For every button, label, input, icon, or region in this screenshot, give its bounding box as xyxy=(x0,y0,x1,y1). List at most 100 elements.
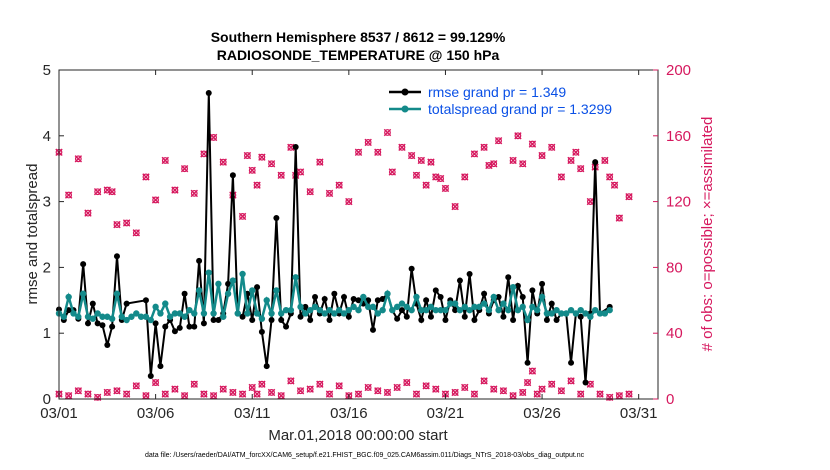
spread-point xyxy=(142,313,150,320)
spread-point xyxy=(84,313,92,320)
obs-count-point xyxy=(253,181,261,189)
rmse-point xyxy=(529,287,536,294)
spread-point xyxy=(360,293,367,301)
spread-point xyxy=(471,303,478,311)
obs-o-marker xyxy=(152,196,160,204)
spread-point xyxy=(553,306,560,314)
obs-o-marker xyxy=(277,171,285,179)
obs-count-point xyxy=(248,166,256,175)
obs-count-point xyxy=(113,220,121,229)
y-tick-left-label: 5 xyxy=(43,62,51,79)
spread-point xyxy=(558,310,565,317)
obs-count-point xyxy=(325,189,334,198)
rmse-point xyxy=(152,320,159,327)
spread-point xyxy=(157,310,164,317)
rmse-point xyxy=(423,297,430,304)
obs-o-marker xyxy=(65,191,73,199)
obs-count-point-low xyxy=(248,383,256,392)
spread-point xyxy=(398,300,406,307)
obs-o-marker xyxy=(606,173,614,181)
obs-count-point xyxy=(161,156,169,165)
spread-point xyxy=(316,306,324,314)
rmse-point xyxy=(452,307,459,314)
obs-o-marker xyxy=(529,367,536,375)
rmse-point xyxy=(321,295,328,302)
obs-count-point xyxy=(601,156,609,165)
obs-o-marker xyxy=(500,387,507,395)
spread-point xyxy=(253,310,261,317)
spread-point xyxy=(137,313,145,320)
spread-point xyxy=(384,290,391,297)
spread-point xyxy=(567,306,575,314)
obs-count-point xyxy=(528,140,537,148)
rmse-point xyxy=(539,280,546,287)
obs-o-marker xyxy=(625,193,633,201)
obs-count-point xyxy=(567,156,575,165)
obs-o-marker xyxy=(567,377,575,385)
y-tick-right-label: 80 xyxy=(666,259,683,276)
obs-o-marker xyxy=(190,380,198,388)
spread-point xyxy=(278,310,285,317)
spread-point xyxy=(447,300,454,307)
obs-count-point xyxy=(258,153,266,161)
plot-area xyxy=(55,90,633,402)
obs-o-marker xyxy=(557,387,565,395)
spread-point xyxy=(123,316,130,324)
y-tick-left-label: 4 xyxy=(43,128,51,145)
rmse-point xyxy=(350,295,357,302)
spread-point xyxy=(147,316,154,324)
obs-o-marker xyxy=(132,229,140,237)
obs-o-marker xyxy=(364,384,372,391)
obs-o-marker xyxy=(200,390,208,398)
obs-o-marker xyxy=(480,143,488,151)
spread-point xyxy=(529,303,536,311)
spread-point xyxy=(220,313,227,320)
obs-count-point xyxy=(519,160,527,168)
obs-count-point-low xyxy=(306,385,314,393)
spread-point xyxy=(306,306,314,314)
obs-o-marker xyxy=(422,181,430,189)
rmse-point xyxy=(104,342,111,349)
rmse-point xyxy=(123,300,130,307)
obs-o-marker xyxy=(306,385,314,393)
spread-point xyxy=(476,303,483,311)
obs-count-point-low xyxy=(528,367,537,375)
obs-count-point-low xyxy=(625,390,633,398)
rmse-point xyxy=(437,294,444,301)
obs-count-point xyxy=(364,138,372,147)
obs-count-point-low xyxy=(64,392,73,400)
obs-count-point xyxy=(427,158,435,166)
spread-point xyxy=(606,306,613,314)
spread-point xyxy=(577,306,584,314)
obs-o-marker xyxy=(306,188,314,196)
axes-box xyxy=(58,69,659,400)
obs-o-marker xyxy=(103,389,111,396)
obs-count-point xyxy=(461,173,469,181)
obs-o-marker xyxy=(514,132,522,140)
spread-point xyxy=(451,300,459,307)
y-tick-right-label: 0 xyxy=(666,391,674,408)
rmse-point xyxy=(427,313,434,320)
obs-count-point xyxy=(267,160,276,168)
obs-count-point-low xyxy=(523,378,532,387)
obs-o-marker xyxy=(132,382,140,390)
rmse-point xyxy=(582,379,589,386)
obs-o-marker xyxy=(533,390,541,398)
obs-count-point-low xyxy=(219,385,227,393)
obs-o-marker xyxy=(345,198,353,206)
rmse-point xyxy=(249,317,256,324)
spread-point xyxy=(311,303,319,311)
obs-o-marker xyxy=(557,173,565,181)
rmse-point xyxy=(307,317,314,324)
obs-count-point-low xyxy=(277,392,285,400)
rmse-point xyxy=(456,277,463,284)
spread-point xyxy=(104,313,111,320)
obs-count-point-low xyxy=(258,380,266,388)
spread-point xyxy=(432,306,439,314)
obs-count-point xyxy=(277,171,285,179)
obs-count-point xyxy=(151,196,160,204)
obs-count-point-low xyxy=(499,387,508,395)
obs-count-point-low xyxy=(557,387,566,395)
obs-o-marker xyxy=(94,393,102,401)
spread-point xyxy=(548,310,555,317)
